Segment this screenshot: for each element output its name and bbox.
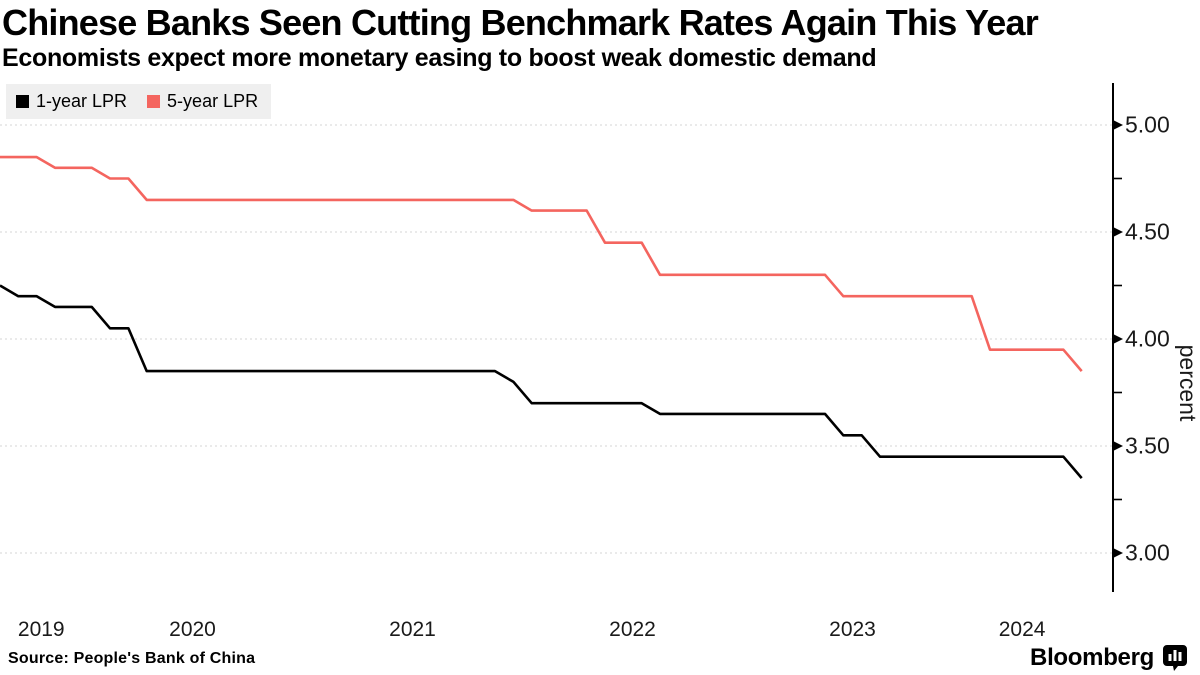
bloomberg-logo: Bloomberg — [1030, 644, 1188, 672]
legend: 1-year LPR 5-year LPR — [6, 84, 272, 119]
legend-swatch-red — [147, 95, 161, 108]
x-axis-tick-label: 2019 — [17, 618, 65, 641]
y-axis-title: percent — [1175, 344, 1200, 421]
chart-subtitle: Economists expect more monetary easing t… — [2, 44, 877, 72]
legend-label: 1-year LPR — [36, 91, 128, 111]
y-axis-major-tick — [1113, 120, 1123, 130]
x-axis-tick-label: 2020 — [169, 618, 216, 641]
legend-label: 5-year LPR — [167, 91, 259, 111]
y-axis-tick-label: 5.00 — [1125, 111, 1170, 138]
x-axis-tick-label: 2021 — [389, 618, 436, 641]
x-axis-tick-label: 2024 — [998, 618, 1046, 641]
bloomberg-wordmark: Bloomberg — [1030, 644, 1154, 671]
source-attribution: Source: People's Bank of China — [8, 650, 256, 667]
y-axis-tick-label: 4.00 — [1125, 325, 1170, 352]
y-axis-major-tick — [1113, 334, 1123, 344]
series-line-1-year-lpr — [0, 284, 1083, 479]
legend-swatch-black — [16, 95, 29, 108]
y-axis-major-tick — [1113, 227, 1123, 237]
y-axis-major-tick — [1113, 441, 1123, 451]
chart-title: Chinese Banks Seen Cutting Benchmark Rat… — [2, 2, 1039, 43]
y-axis-major-tick — [1113, 548, 1123, 558]
legend-item-1-year-lpr: 1-year LPR — [16, 91, 127, 112]
y-axis-tick-label: 4.50 — [1125, 218, 1170, 245]
x-axis-tick-label: 2022 — [609, 618, 656, 641]
x-axis-tick-label: 2023 — [829, 618, 876, 641]
bar-chart-bubble-icon — [1163, 645, 1187, 671]
legend-item-5-year-lpr: 5-year LPR — [147, 91, 258, 112]
series-line-5-year-lpr — [0, 155, 1083, 372]
y-axis-tick-label: 3.50 — [1125, 432, 1170, 459]
y-axis-tick-label: 3.00 — [1125, 539, 1170, 566]
